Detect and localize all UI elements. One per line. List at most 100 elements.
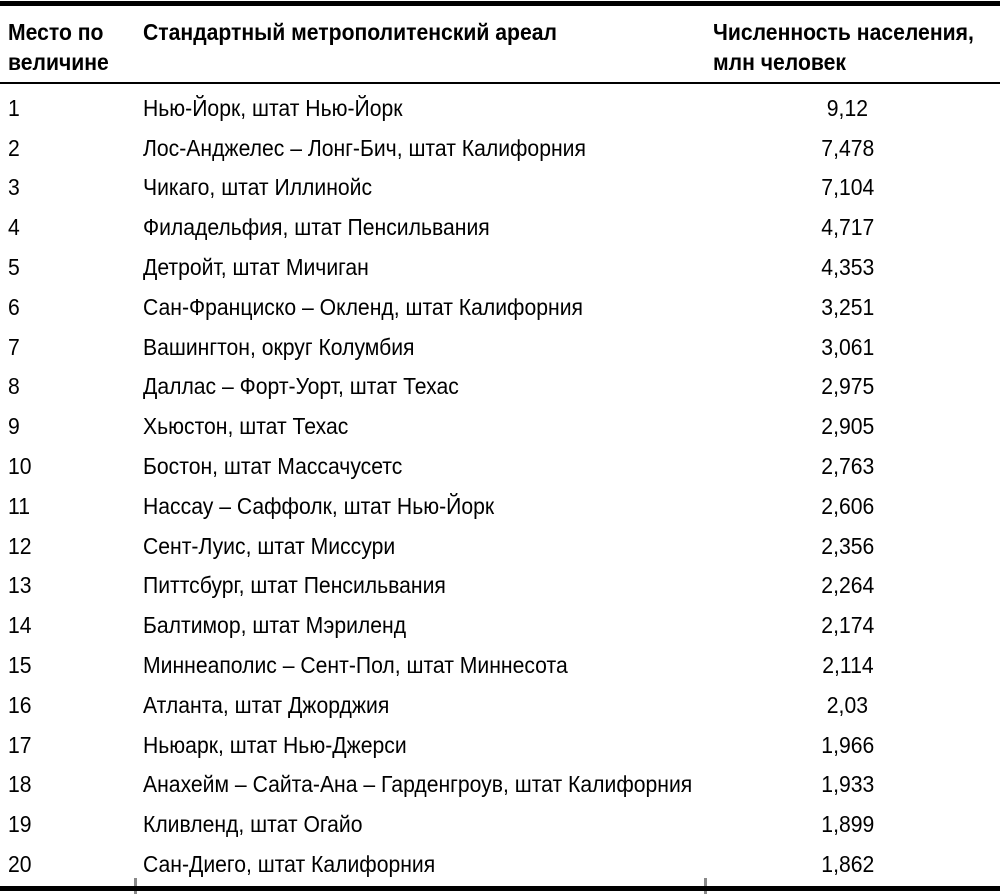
area-value: Балтимор, штат Мэриленд bbox=[143, 612, 407, 639]
column-header-rank: Место по величине bbox=[8, 17, 143, 77]
rank-value: 2 bbox=[8, 134, 20, 161]
population-cell: 2,606 bbox=[713, 493, 1000, 519]
table-row: 8 Даллас – Форт-Уорт, штат Техас 2,975 bbox=[0, 367, 1000, 407]
population-value: 9,12 bbox=[826, 94, 869, 121]
table-row: 13 Питтсбург, штат Пенсильвания 2,264 bbox=[0, 566, 1000, 606]
population-value: 7,478 bbox=[821, 134, 874, 161]
area-cell: Бостон, штат Массачусетс bbox=[143, 453, 713, 479]
table-row: 17 Ньюарк, штат Нью-Джерси 1,966 bbox=[0, 725, 1000, 765]
rank-value: 6 bbox=[8, 293, 20, 320]
table-row: 11 Нассау – Саффолк, штат Нью-Йорк 2,606 bbox=[0, 486, 1000, 526]
population-cell: 1,899 bbox=[713, 811, 1000, 837]
rank-cell: 15 bbox=[8, 652, 143, 678]
rank-cell: 12 bbox=[8, 533, 143, 559]
column-header-area-label: Стандартный метрополитенский ареал bbox=[143, 19, 557, 45]
rank-value: 9 bbox=[8, 413, 20, 440]
area-cell: Сан-Франциско – Окленд, штат Калифорния bbox=[143, 294, 713, 320]
area-value: Ньюарк, штат Нью-Джерси bbox=[143, 731, 407, 758]
table-row: 10 Бостон, штат Массачусетс 2,763 bbox=[0, 446, 1000, 486]
rank-value: 18 bbox=[8, 771, 32, 798]
population-value: 4,353 bbox=[821, 254, 874, 281]
area-value: Питтсбург, штат Пенсильвания bbox=[143, 572, 446, 599]
population-cell: 1,862 bbox=[713, 851, 1000, 877]
population-cell: 1,966 bbox=[713, 732, 1000, 758]
area-value: Филадельфия, штат Пенсильвания bbox=[143, 214, 490, 241]
rank-cell: 16 bbox=[8, 692, 143, 718]
rank-value: 7 bbox=[8, 333, 20, 360]
area-value: Миннеаполис – Сент-Пол, штат Миннесота bbox=[143, 652, 568, 679]
area-cell: Филадельфия, штат Пенсильвания bbox=[143, 214, 713, 240]
area-value: Анахейм – Сайта-Ана – Гарденгроув, штат … bbox=[143, 771, 693, 798]
population-value: 1,933 bbox=[821, 771, 874, 798]
area-value: Кливленд, штат Огайо bbox=[143, 811, 363, 838]
table-row: 12 Сент-Луис, штат Миссури 2,356 bbox=[0, 526, 1000, 566]
population-value: 2,975 bbox=[821, 373, 874, 400]
population-value: 1,899 bbox=[821, 811, 874, 838]
area-value: Нассау – Саффолк, штат Нью-Йорк bbox=[143, 492, 495, 519]
area-cell: Балтимор, штат Мэриленд bbox=[143, 612, 713, 638]
area-cell: Лос-Анджелес – Лонг-Бич, штат Калифорния bbox=[143, 135, 713, 161]
area-value: Нью-Йорк, штат Нью-Йорк bbox=[143, 94, 403, 121]
rank-value: 8 bbox=[8, 373, 20, 400]
rank-value: 4 bbox=[8, 214, 20, 241]
population-value: 7,104 bbox=[821, 174, 874, 201]
population-value: 2,03 bbox=[826, 691, 869, 718]
population-value: 2,114 bbox=[821, 652, 874, 679]
area-cell: Чикаго, штат Иллинойс bbox=[143, 174, 713, 200]
area-value: Чикаго, штат Иллинойс bbox=[143, 174, 373, 201]
area-value: Даллас – Форт-Уорт, штат Техас bbox=[143, 373, 459, 400]
area-cell: Сент-Луис, штат Миссури bbox=[143, 533, 713, 559]
area-cell: Питтсбург, штат Пенсильвания bbox=[143, 572, 713, 598]
table-row: 20 Сан-Диего, штат Калифорния 1,862 bbox=[0, 844, 1000, 884]
rank-value: 12 bbox=[8, 532, 32, 559]
area-value: Атланта, штат Джорджия bbox=[143, 691, 390, 718]
rank-cell: 11 bbox=[8, 493, 143, 519]
table-bottom-rule bbox=[0, 886, 1000, 891]
table-row: 19 Кливленд, штат Огайо 1,899 bbox=[0, 804, 1000, 844]
rank-value: 5 bbox=[8, 254, 20, 281]
rank-value: 1 bbox=[8, 94, 20, 121]
table-row: 4 Филадельфия, штат Пенсильвания 4,717 bbox=[0, 207, 1000, 247]
area-cell: Даллас – Форт-Уорт, штат Техас bbox=[143, 373, 713, 399]
area-value: Сан-Франциско – Окленд, штат Калифорния bbox=[143, 293, 583, 320]
rank-value: 16 bbox=[8, 691, 32, 718]
population-cell: 2,763 bbox=[713, 453, 1000, 479]
rank-value: 13 bbox=[8, 572, 32, 599]
population-cell: 4,353 bbox=[713, 254, 1000, 280]
table-row: 6 Сан-Франциско – Окленд, штат Калифорни… bbox=[0, 287, 1000, 327]
population-value: 2,606 bbox=[821, 492, 874, 519]
area-cell: Нассау – Саффолк, штат Нью-Йорк bbox=[143, 493, 713, 519]
population-cell: 2,174 bbox=[713, 612, 1000, 638]
table-row: 2 Лос-Анджелес – Лонг-Бич, штат Калифорн… bbox=[0, 128, 1000, 168]
rank-cell: 20 bbox=[8, 851, 143, 877]
table-row: 16 Атланта, штат Джорджия 2,03 bbox=[0, 685, 1000, 725]
area-value: Бостон, штат Массачусетс bbox=[143, 453, 403, 480]
area-value: Вашингтон, округ Колумбия bbox=[143, 333, 415, 360]
table-row: 18 Анахейм – Сайта-Ана – Гарденгроув, шт… bbox=[0, 765, 1000, 805]
population-cell: 7,478 bbox=[713, 135, 1000, 161]
rank-value: 10 bbox=[8, 453, 32, 480]
table-row: 14 Балтимор, штат Мэриленд 2,174 bbox=[0, 605, 1000, 645]
rank-value: 17 bbox=[8, 731, 32, 758]
rank-cell: 3 bbox=[8, 174, 143, 200]
rank-cell: 14 bbox=[8, 612, 143, 638]
rank-value: 3 bbox=[8, 174, 20, 201]
population-cell: 4,717 bbox=[713, 214, 1000, 240]
table-body: 1 Нью-Йорк, штат Нью-Йорк 9,12 2 Лос-Анд… bbox=[0, 88, 1000, 884]
table-row: 7 Вашингтон, округ Колумбия 3,061 bbox=[0, 327, 1000, 367]
rank-cell: 2 bbox=[8, 135, 143, 161]
area-cell: Ньюарк, штат Нью-Джерси bbox=[143, 732, 713, 758]
population-cell: 1,933 bbox=[713, 771, 1000, 797]
population-cell: 9,12 bbox=[713, 95, 1000, 121]
area-value: Лос-Анджелес – Лонг-Бич, штат Калифорния bbox=[143, 134, 586, 161]
area-cell: Детройт, штат Мичиган bbox=[143, 254, 713, 280]
table-row: 5 Детройт, штат Мичиган 4,353 bbox=[0, 247, 1000, 287]
rank-cell: 13 bbox=[8, 572, 143, 598]
rank-cell: 18 bbox=[8, 771, 143, 797]
rank-cell: 1 bbox=[8, 95, 143, 121]
table-row: 3 Чикаго, штат Иллинойс 7,104 bbox=[0, 168, 1000, 208]
area-value: Хьюстон, штат Техас bbox=[143, 413, 349, 440]
table-row: 9 Хьюстон, штат Техас 2,905 bbox=[0, 406, 1000, 446]
rank-cell: 4 bbox=[8, 214, 143, 240]
